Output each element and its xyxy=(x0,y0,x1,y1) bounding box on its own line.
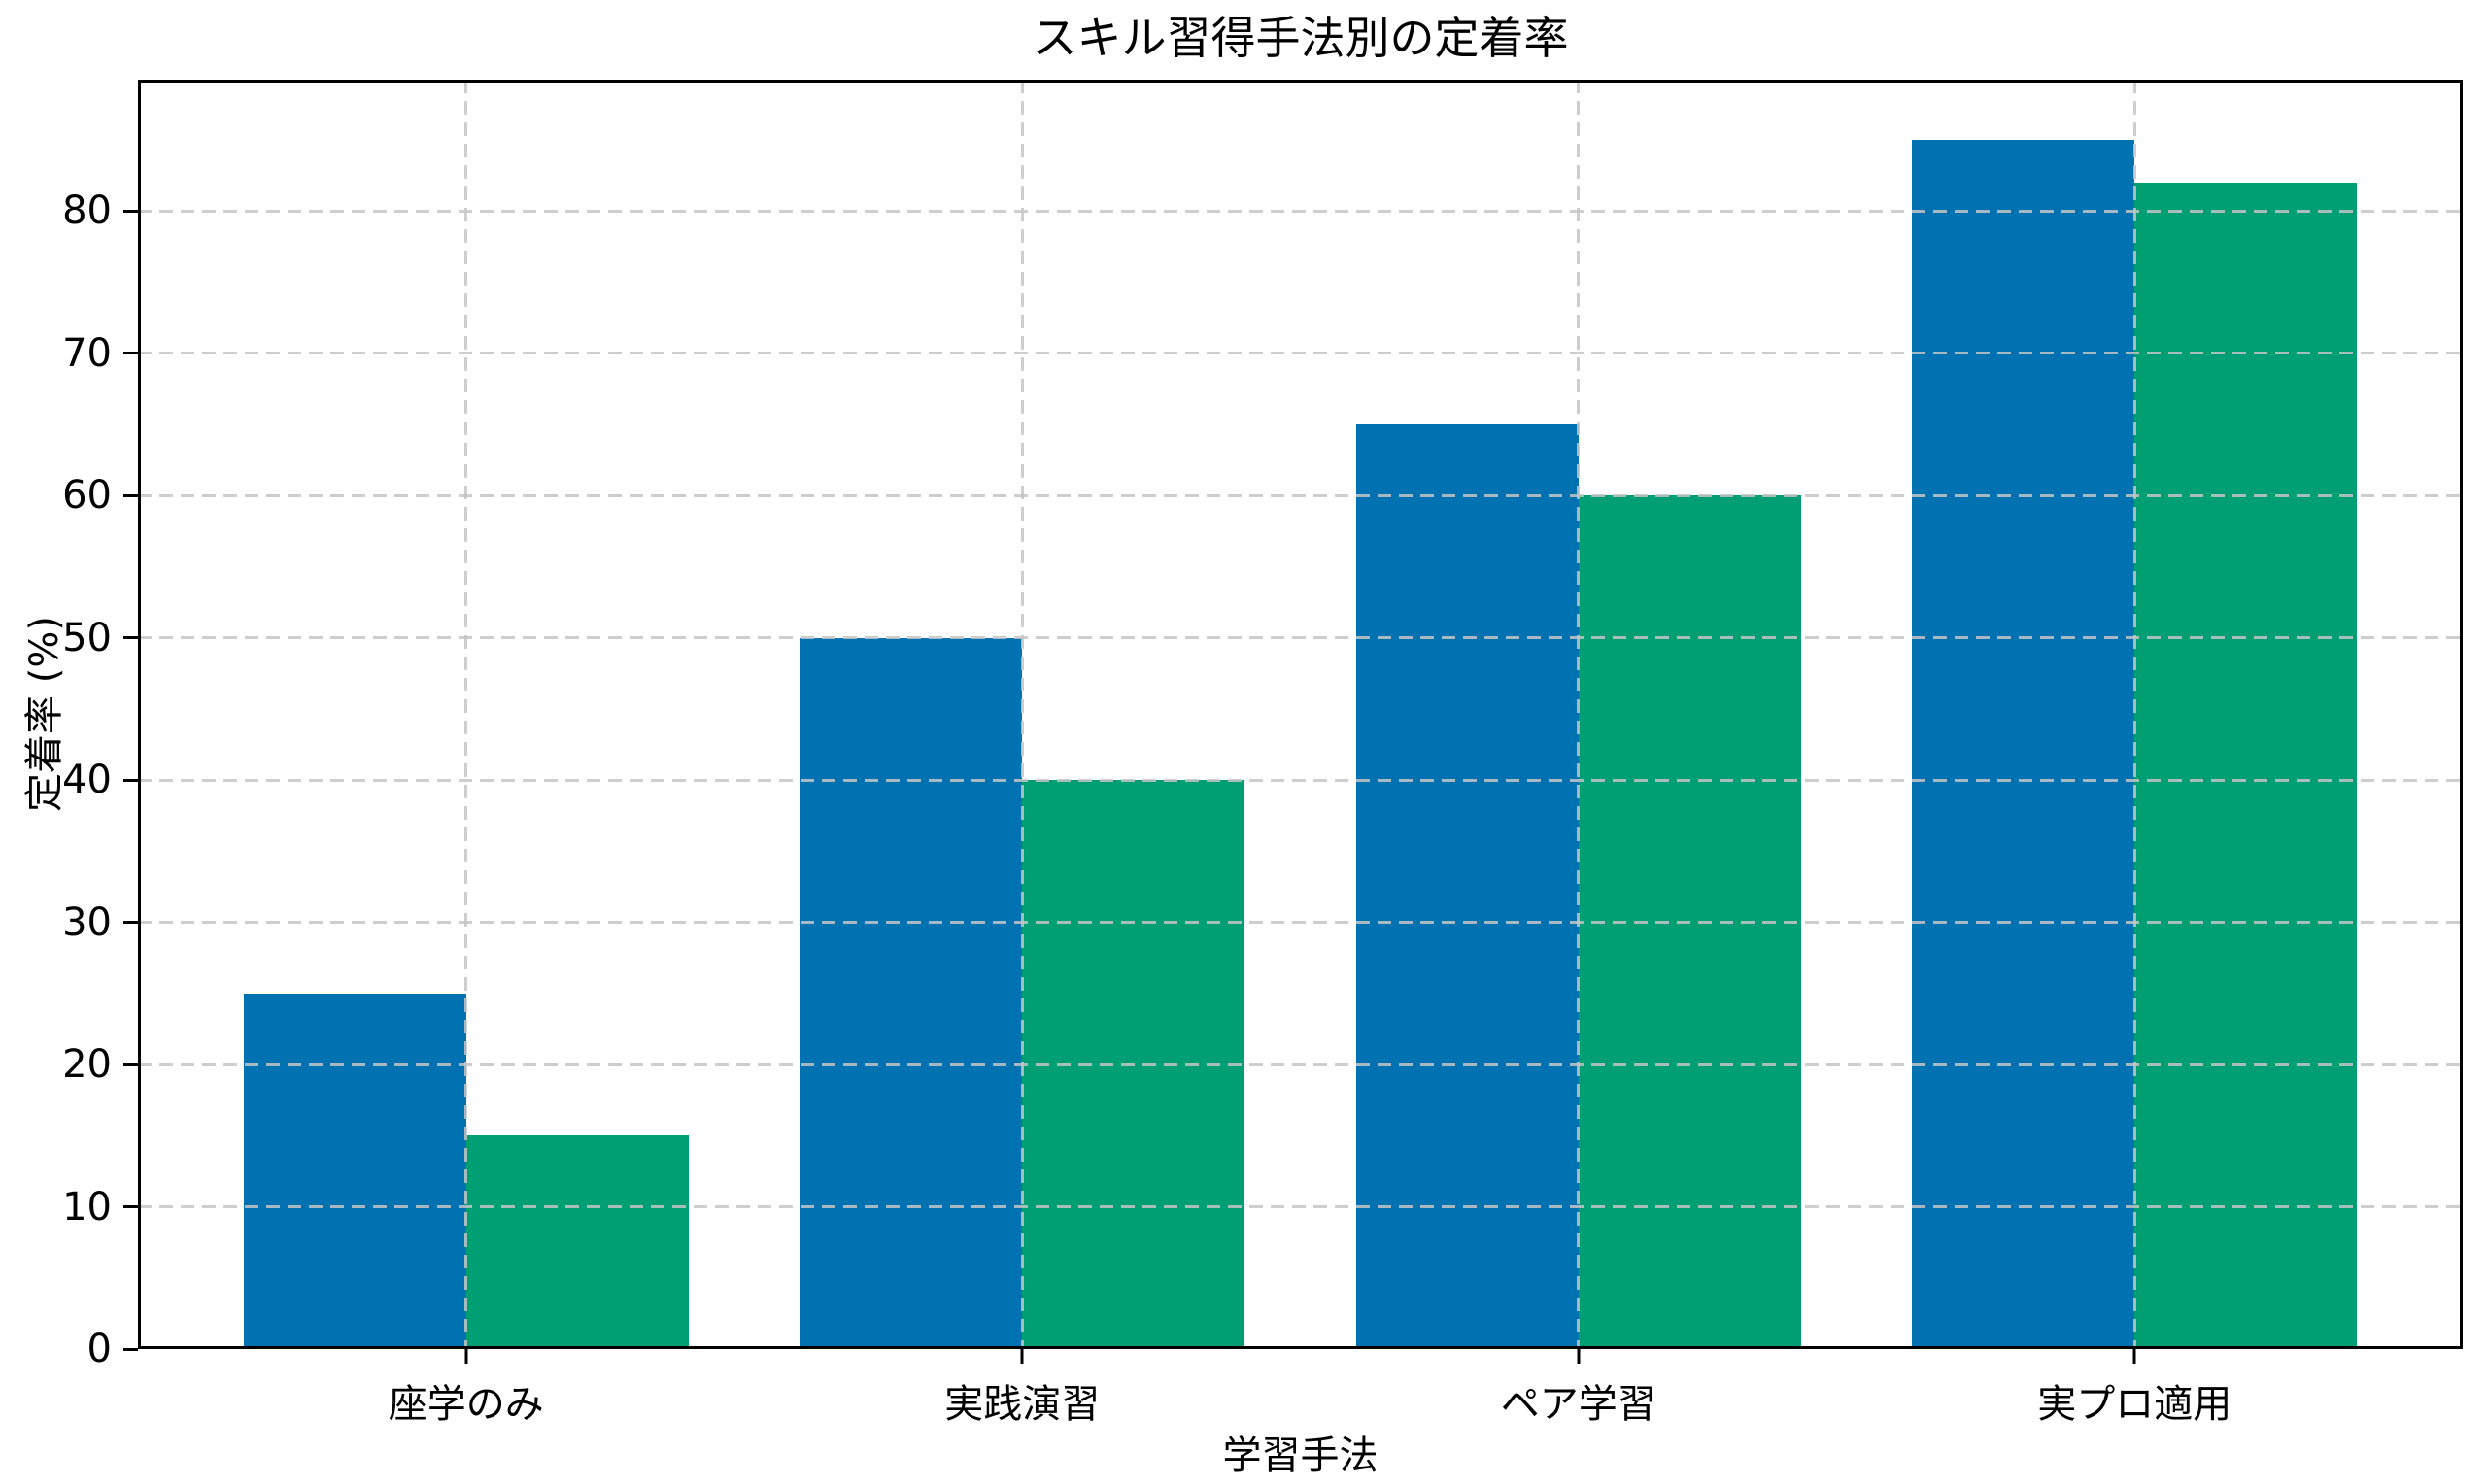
y-axis-tick-label: 0 xyxy=(86,1327,112,1371)
plot-area: 0 10 20 30 40 50 60 70 80 座学のみ 実践演習 ペア学習 実プロ適用 xyxy=(62,80,2463,1427)
h-gridline xyxy=(138,636,2463,640)
bar-retention-series-blue-1 xyxy=(800,637,1023,1349)
bar-retention-series-blue-3 xyxy=(1912,140,2135,1349)
chart-title: スキル習得手法別の定着率 xyxy=(1032,12,1569,64)
x-axis-category-label: 実プロ適用 xyxy=(2037,1382,2232,1427)
bar-retention-series-blue-0 xyxy=(243,993,466,1349)
y-axis-tick-label: 60 xyxy=(62,473,112,519)
y-axis-tick-mark xyxy=(123,493,138,497)
h-gridline xyxy=(138,921,2463,925)
y-axis-tick-mark xyxy=(123,921,138,925)
y-axis-tick-mark xyxy=(123,636,138,640)
y-axis-tick-label: 10 xyxy=(62,1184,112,1230)
x-axis-tick-mark xyxy=(2132,1349,2136,1364)
y-axis-tick-mark xyxy=(123,352,138,355)
h-gridline xyxy=(138,778,2463,782)
x-axis-tick-mark xyxy=(1577,1349,1581,1364)
y-axis-tick-mark xyxy=(123,209,138,213)
y-axis-tick-label: 50 xyxy=(62,615,112,660)
y-axis-tick-label: 80 xyxy=(62,188,112,234)
v-gridline xyxy=(464,80,468,1349)
x-axis-category-label: 実践演習 xyxy=(944,1382,1101,1427)
h-gridline xyxy=(138,209,2463,213)
y-axis-tick-label: 20 xyxy=(62,1042,112,1088)
y-axis-tick-mark xyxy=(123,1062,138,1066)
h-gridline xyxy=(138,352,2463,355)
x-axis-tick-mark xyxy=(464,1349,468,1364)
x-axis-category-label: ペア学習 xyxy=(1500,1382,1656,1427)
bar-retention-series-blue-2 xyxy=(1355,424,1579,1349)
h-gridline xyxy=(138,1062,2463,1066)
y-axis-tick-mark xyxy=(123,1205,138,1209)
h-gridline xyxy=(138,1205,2463,1209)
y-axis-tick-mark xyxy=(123,1347,138,1351)
v-gridline xyxy=(1577,80,1581,1349)
x-axis-tick-mark xyxy=(1020,1349,1024,1364)
x-axis-category-label: 座学のみ xyxy=(388,1382,544,1427)
v-gridline xyxy=(1020,80,1024,1349)
y-axis-tick-mark xyxy=(123,778,138,782)
bar-retention-series-green-3 xyxy=(2134,183,2358,1349)
x-axis-label: 学習手法 xyxy=(1222,1433,1379,1478)
v-gridline xyxy=(2132,80,2136,1349)
bar-retention-series-green-0 xyxy=(465,1135,689,1349)
y-axis-tick-label: 70 xyxy=(62,330,112,376)
y-axis-tick-label: 40 xyxy=(62,758,112,803)
h-gridline xyxy=(138,493,2463,497)
y-axis-label: 定着率 (%) xyxy=(22,616,67,812)
y-axis-tick-label: 30 xyxy=(62,899,112,945)
